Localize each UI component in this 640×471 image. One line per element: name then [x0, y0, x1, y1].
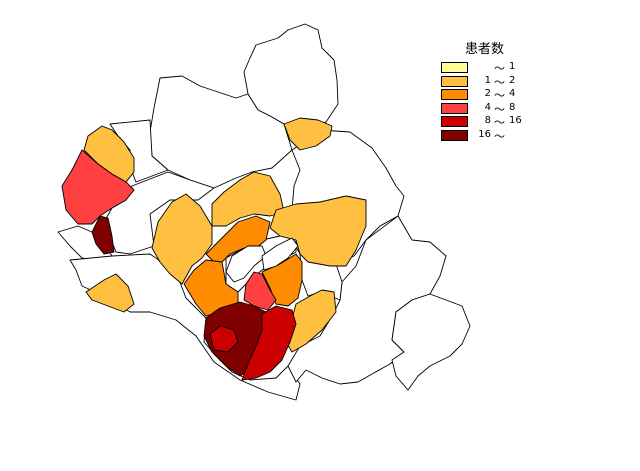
legend-row: 8 ～ 16 — [441, 115, 561, 130]
region-center-west-orange — [151, 193, 213, 285]
legend-low: 2 — [484, 88, 491, 100]
legend-high: 4 — [509, 88, 516, 100]
region-west-red — [61, 149, 135, 225]
legend-separator: ～ — [494, 89, 505, 103]
legend-low: 16 — [478, 129, 491, 140]
inland-lake-east — [261, 237, 299, 271]
legend-separator: ～ — [494, 75, 505, 89]
colored-regions — [61, 117, 367, 381]
legend-low: 1 — [484, 74, 491, 86]
legend-swatch — [441, 75, 468, 87]
region-north-peninsula — [243, 23, 339, 129]
region-south-pocket-orange — [85, 273, 135, 313]
legend-high: 2 — [509, 74, 516, 86]
region-center-east-orange — [269, 195, 367, 267]
legend-swatch — [441, 89, 468, 101]
region-south-center-darkorange — [183, 259, 239, 317]
legend-row: 4 ～ 8 — [441, 101, 561, 116]
legend-low: 8 — [484, 115, 491, 127]
legend-high: 16 — [509, 115, 522, 127]
legend-swatch — [441, 62, 468, 73]
inland-lake-center — [225, 245, 267, 283]
legend-swatch — [441, 130, 468, 141]
legend-high: 8 — [509, 101, 516, 113]
region-center-darkorange — [205, 215, 271, 267]
legend-row: 1 ～ 2 — [441, 74, 561, 89]
legend-separator: ～ — [494, 130, 505, 143]
region-south-red-inner — [209, 325, 239, 353]
legend-swatch — [441, 102, 468, 114]
legend-row: 2 ～ 4 — [441, 88, 561, 103]
legend-title: 患者数 — [465, 42, 505, 57]
legend-high: 1 — [509, 61, 516, 72]
region-center-red — [243, 271, 277, 311]
legend-low: 4 — [484, 101, 491, 113]
region-northeast-orange — [283, 117, 333, 151]
inland-water — [225, 237, 299, 283]
region-south-crimson — [241, 305, 297, 381]
legend-separator: ～ — [494, 116, 505, 130]
legend-row: ～ 1 — [441, 61, 561, 75]
region-west-darkred — [91, 215, 115, 255]
legend-separator: ～ — [494, 102, 505, 116]
legend-separator: ～ — [494, 62, 505, 75]
legend-row: 16 ～ — [441, 129, 561, 143]
legend-swatch — [441, 116, 468, 128]
region-southeast-coast — [391, 293, 471, 391]
